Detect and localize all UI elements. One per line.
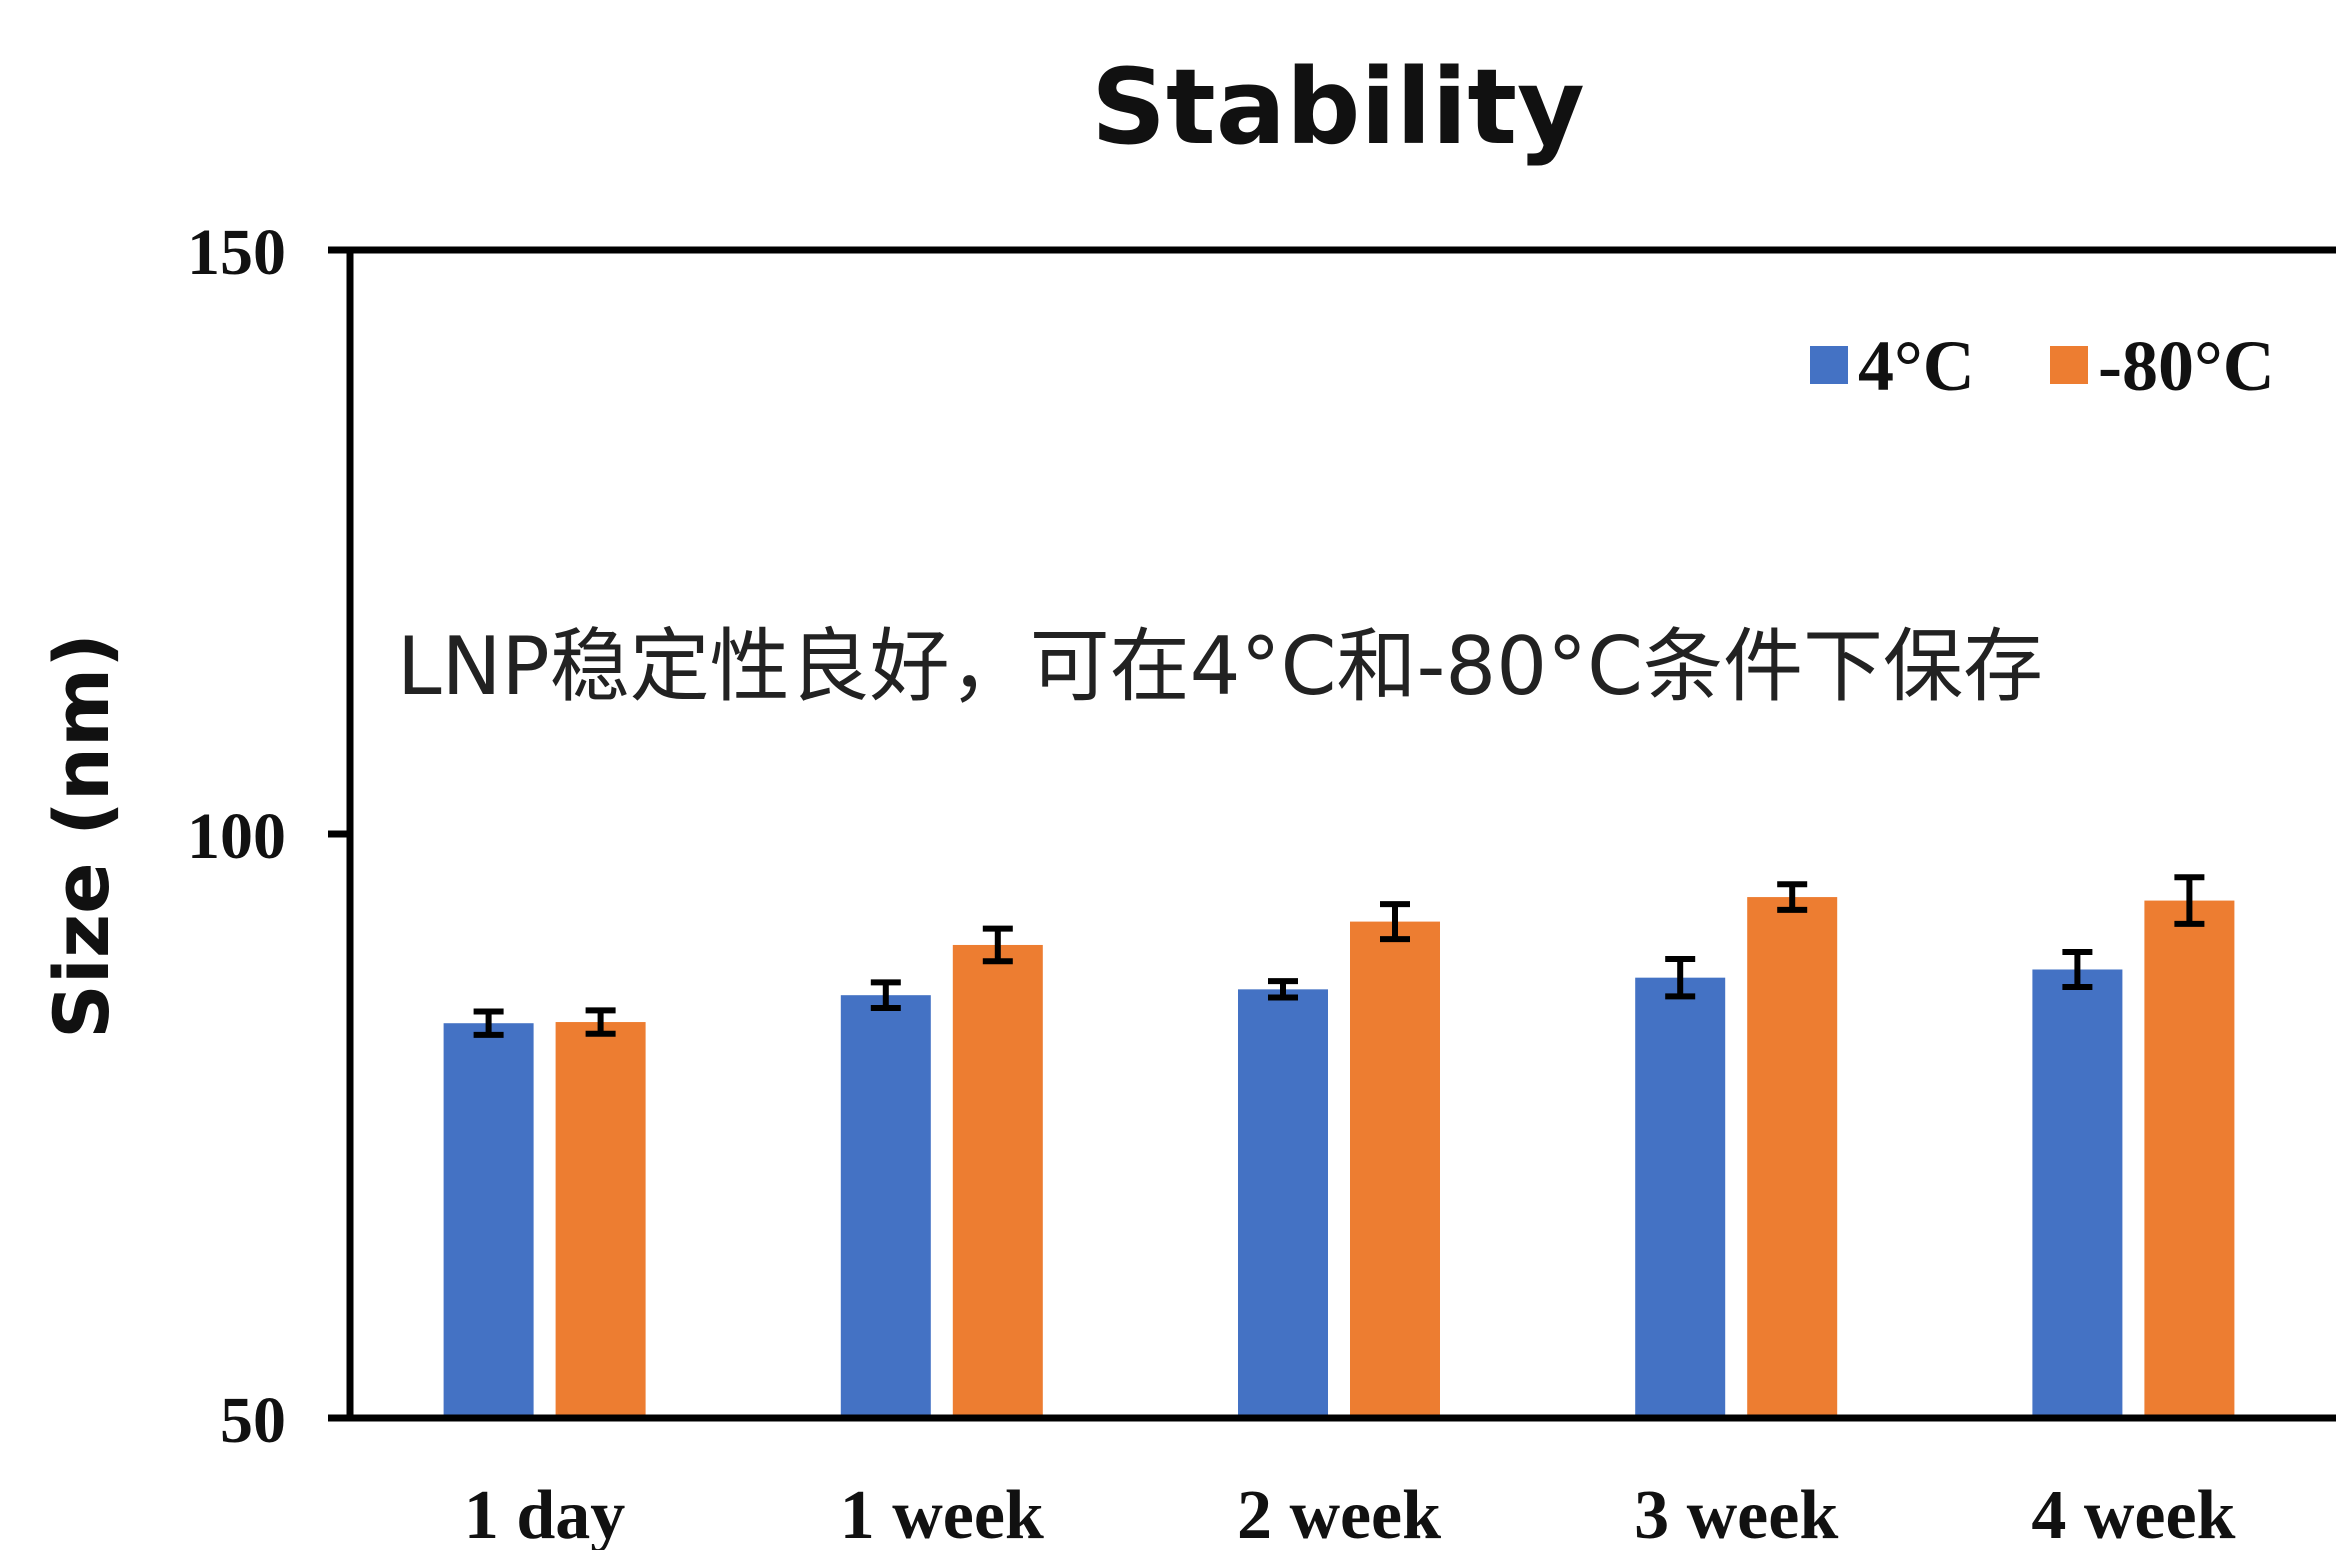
legend-label-1: -80°C	[2098, 326, 2275, 406]
bar-1-2	[1350, 921, 1440, 1418]
error-bars	[473, 874, 2205, 1038]
chart-frame	[346, 246, 2336, 1422]
chart-title: Stability	[1091, 46, 1585, 168]
error-bar-1-0	[585, 1007, 616, 1037]
y-tick-label-0: 50	[220, 1384, 286, 1457]
x-tick-label-1: 1 week	[840, 1477, 1044, 1550]
y-tick-label-1: 100	[187, 800, 286, 873]
legend-label-0: 4°C	[1858, 326, 1975, 406]
x-tick-label-0: 1 day	[464, 1477, 625, 1550]
legend: 4°C -80°C	[1810, 326, 2275, 406]
bar-0-2	[1238, 989, 1328, 1418]
error-bar-1-3	[1777, 881, 1808, 913]
x-tick-label-2: 2 week	[1237, 1477, 1441, 1550]
y-axis-label: Size (nm)	[37, 633, 126, 1039]
error-bar-0-2	[1268, 978, 1298, 1001]
bar-1-4	[2144, 900, 2235, 1418]
legend-swatch-0	[1810, 346, 1848, 384]
error-bar-1-2	[1380, 901, 1410, 943]
error-bar-1-4	[2174, 874, 2205, 927]
error-bar-0-1	[870, 979, 901, 1012]
y-ticks: 50 100 150	[187, 216, 350, 1457]
bar-1-0	[555, 1022, 646, 1418]
bar-0-4	[2032, 969, 2123, 1418]
bars	[443, 897, 2235, 1418]
error-bar-0-4	[2062, 948, 2093, 991]
bar-0-3	[1635, 977, 1726, 1418]
bar-0-0	[443, 1023, 534, 1418]
error-bar-1-1	[982, 925, 1013, 965]
bar-1-1	[952, 944, 1043, 1418]
x-tick-label-3: 3 week	[1634, 1477, 1838, 1550]
error-bar-0-0	[473, 1008, 504, 1038]
chart-annotation: LNP稳定性良好，可在4°C和-80°C条件下保存	[397, 620, 2043, 713]
bar-0-1	[840, 995, 931, 1418]
bar-1-3	[1747, 897, 1838, 1418]
x-tick-labels: 1 day 1 week 2 week 3 week 4 week	[464, 1477, 2236, 1550]
legend-swatch-1	[2050, 346, 2088, 384]
x-tick-label-4: 4 week	[2031, 1477, 2235, 1550]
error-bar-0-3	[1665, 955, 1696, 1000]
y-tick-label-2: 150	[187, 216, 286, 289]
